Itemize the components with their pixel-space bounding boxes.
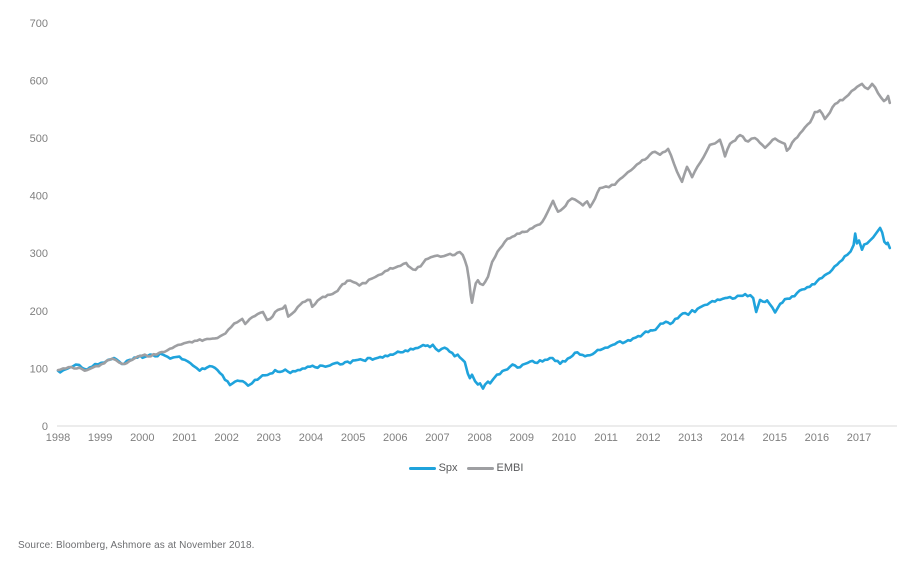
legend-label-embi: EMBI <box>496 462 524 474</box>
x-axis-tick-label: 2012 <box>636 432 660 444</box>
x-axis-tick-label: 2008 <box>467 432 491 444</box>
x-axis-tick-label: 1998 <box>46 432 70 444</box>
x-axis-tick-label: 2002 <box>214 432 238 444</box>
legend-item-spx: Spx <box>408 462 458 474</box>
x-axis-tick-label: 2001 <box>172 432 196 444</box>
y-axis-tick-label: 600 <box>30 75 48 87</box>
spx-line-swatch <box>408 466 436 470</box>
legend-item-embi: EMBI <box>466 462 524 474</box>
x-axis-tick-label: 2016 <box>805 432 829 444</box>
x-axis-tick-label: 2004 <box>299 432 323 444</box>
source-note: Source: Bloomberg, Ashmore as at Novembe… <box>18 540 255 551</box>
x-axis-tick-label: 2003 <box>257 432 281 444</box>
chart-legend: Spx EMBI <box>10 460 912 476</box>
y-axis-tick-label: 500 <box>30 133 48 145</box>
y-axis-tick-label: 200 <box>30 306 48 318</box>
x-axis-tick-label: 2014 <box>720 432 744 444</box>
y-axis-tick-label: 100 <box>30 363 48 375</box>
embi-series-line <box>56 82 892 372</box>
y-axis-tick-label: 700 <box>30 18 48 30</box>
x-axis-tick-label: 2013 <box>678 432 702 444</box>
x-axis-tick-label: 2007 <box>425 432 449 444</box>
embi-line-swatch <box>466 466 494 470</box>
x-axis-tick-label: 2000 <box>130 432 154 444</box>
x-axis-tick-label: 2011 <box>594 432 618 444</box>
x-axis-tick-label: 2005 <box>341 432 365 444</box>
legend-label-spx: Spx <box>438 462 458 474</box>
y-axis-tick-label: 0 <box>42 421 48 433</box>
x-axis-tick-label: 2009 <box>510 432 534 444</box>
x-axis-tick-label: 2006 <box>383 432 407 444</box>
x-axis-tick-label: 2015 <box>762 432 786 444</box>
spx-series-line <box>56 226 892 390</box>
y-axis-tick-label: 400 <box>30 191 48 203</box>
x-axis-tick-label: 2010 <box>552 432 576 444</box>
x-axis-tick-label: 2017 <box>847 432 871 444</box>
x-axis-tick-label: 1999 <box>88 432 112 444</box>
y-axis-tick-label: 300 <box>30 248 48 260</box>
